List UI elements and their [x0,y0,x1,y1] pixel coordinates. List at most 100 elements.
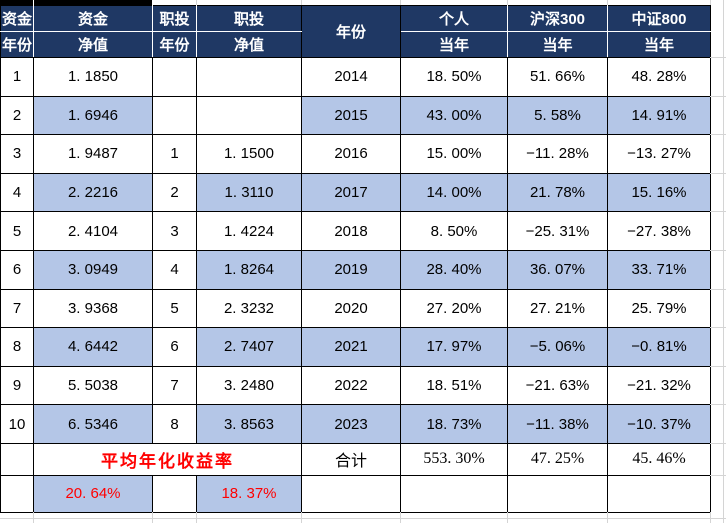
cell-fund-year[interactable]: 8 [0,327,34,367]
cell-zz800-return[interactable]: 15. 16% [607,172,711,213]
cell-pro-year[interactable]: 1 [152,134,197,174]
header-pro-year-line1[interactable]: 职投 [152,5,197,32]
cell-hs300-return[interactable]: 21. 78% [507,172,608,213]
header-hs300-line1[interactable]: 沪深300 [507,5,608,32]
header-pro-nav-line2[interactable]: 净值 [196,31,302,58]
cell-pro-nav[interactable]: 1. 8264 [196,249,302,290]
cell-hs300-return[interactable]: −21. 63% [507,365,608,406]
cell-personal-return[interactable]: 14. 00% [400,172,508,213]
cell-zz800-return[interactable]: −13. 27% [607,134,711,174]
cell-personal-return[interactable]: 18. 73% [400,404,508,444]
cell-personal-return[interactable]: 17. 97% [400,327,508,367]
cell-pro-nav[interactable]: 3. 8563 [196,404,302,444]
cell-empty[interactable] [0,474,34,513]
total-label[interactable]: 合计 [301,442,401,476]
cell-fund-nav[interactable]: 5. 5038 [33,365,153,406]
cell-zz800-return[interactable]: −0. 81% [607,327,711,367]
cell-empty[interactable] [301,474,401,513]
cell-pro-year[interactable]: 2 [152,172,197,213]
cell-year[interactable]: 2016 [301,134,401,174]
cell-fund-year[interactable]: 3 [0,134,34,174]
cell-hs300-return[interactable]: 36. 07% [507,249,608,290]
cell-pro-year[interactable]: 7 [152,365,197,406]
cell-fund-nav[interactable]: 3. 9368 [33,288,153,329]
cell-zz800-return[interactable]: 48. 28% [607,57,711,97]
cell-personal-return[interactable]: 18. 51% [400,365,508,406]
cell-fund-annualized[interactable]: 20. 64% [33,474,153,513]
cell-personal-return[interactable]: 15. 00% [400,134,508,174]
cell-pro-year[interactable]: 6 [152,327,197,367]
cell-zz800-total[interactable]: 45. 46% [607,442,711,476]
cell-fund-year[interactable]: 6 [0,249,34,290]
cell-pro-year[interactable] [152,95,197,136]
cell-fund-year[interactable]: 10 [0,404,34,444]
cell-fund-nav[interactable]: 4. 6442 [33,327,153,367]
cell-fund-nav[interactable]: 1. 6946 [33,95,153,136]
header-zz800-line2[interactable]: 当年 [607,31,711,58]
header-fund-year-line1[interactable]: 资金 [0,5,34,32]
cell-pro-nav[interactable]: 1. 3110 [196,172,302,213]
cell-fund-year[interactable]: 1 [0,57,34,97]
cell-zz800-return[interactable]: −27. 38% [607,211,711,251]
cell-pro-year[interactable]: 5 [152,288,197,329]
cell-fund-year[interactable]: 7 [0,288,34,329]
cell-pro-year[interactable]: 4 [152,249,197,290]
cell-personal-total[interactable]: 553. 30% [400,442,508,476]
header-fund-nav-line2[interactable]: 净值 [33,31,153,58]
cell-personal-return[interactable]: 43. 00% [400,95,508,136]
cell-hs300-return[interactable]: −11. 38% [507,404,608,444]
cell-personal-return[interactable]: 18. 50% [400,57,508,97]
cell-hs300-return[interactable]: 51. 66% [507,57,608,97]
cell-year[interactable]: 2023 [301,404,401,444]
cell-fund-nav[interactable]: 3. 0949 [33,249,153,290]
cell-fund-nav[interactable]: 2. 2216 [33,172,153,213]
cell-empty[interactable] [0,442,34,476]
cell-year[interactable]: 2018 [301,211,401,251]
avg-annualized-label[interactable]: 平均年化收益率 [33,442,302,476]
header-year[interactable]: 年份 [301,5,401,58]
cell-year[interactable]: 2022 [301,365,401,406]
cell-fund-year[interactable]: 5 [0,211,34,251]
cell-zz800-return[interactable]: 25. 79% [607,288,711,329]
header-personal-line1[interactable]: 个人 [400,5,508,32]
cell-year[interactable]: 2019 [301,249,401,290]
cell-pro-year[interactable]: 3 [152,211,197,251]
header-personal-line2[interactable]: 当年 [400,31,508,58]
cell-personal-return[interactable]: 27. 20% [400,288,508,329]
cell-pro-annualized[interactable]: 18. 37% [196,474,302,513]
cell-hs300-return[interactable]: 5. 58% [507,95,608,136]
cell-hs300-return[interactable]: 27. 21% [507,288,608,329]
cell-year[interactable]: 2014 [301,57,401,97]
cell-fund-nav[interactable]: 2. 4104 [33,211,153,251]
header-zz800-line1[interactable]: 中证800 [607,5,711,32]
cell-hs300-return[interactable]: −11. 28% [507,134,608,174]
cell-hs300-return[interactable]: −25. 31% [507,211,608,251]
cell-pro-nav[interactable] [196,95,302,136]
cell-year[interactable]: 2017 [301,172,401,213]
cell-empty[interactable] [152,474,197,513]
cell-fund-nav[interactable]: 1. 9487 [33,134,153,174]
cell-pro-nav[interactable]: 1. 4224 [196,211,302,251]
cell-pro-nav[interactable]: 2. 7407 [196,327,302,367]
cell-fund-year[interactable]: 9 [0,365,34,406]
cell-empty[interactable] [507,474,608,513]
cell-zz800-return[interactable]: 14. 91% [607,95,711,136]
header-pro-nav-line1[interactable]: 职投 [196,5,302,32]
cell-zz800-return[interactable]: −10. 37% [607,404,711,444]
cell-fund-nav[interactable]: 1. 1850 [33,57,153,97]
cell-pro-nav[interactable]: 3. 2480 [196,365,302,406]
cell-hs300-total[interactable]: 47. 25% [507,442,608,476]
cell-pro-nav[interactable]: 2. 3232 [196,288,302,329]
cell-year[interactable]: 2015 [301,95,401,136]
header-fund-nav-line1[interactable]: 资金 [33,5,153,32]
cell-year[interactable]: 2021 [301,327,401,367]
cell-empty[interactable] [400,474,508,513]
cell-pro-nav[interactable] [196,57,302,97]
cell-pro-year[interactable]: 8 [152,404,197,444]
header-hs300-line2[interactable]: 当年 [507,31,608,58]
cell-fund-year[interactable]: 4 [0,172,34,213]
cell-personal-return[interactable]: 8. 50% [400,211,508,251]
cell-zz800-return[interactable]: −21. 32% [607,365,711,406]
cell-pro-nav[interactable]: 1. 1500 [196,134,302,174]
cell-year[interactable]: 2020 [301,288,401,329]
